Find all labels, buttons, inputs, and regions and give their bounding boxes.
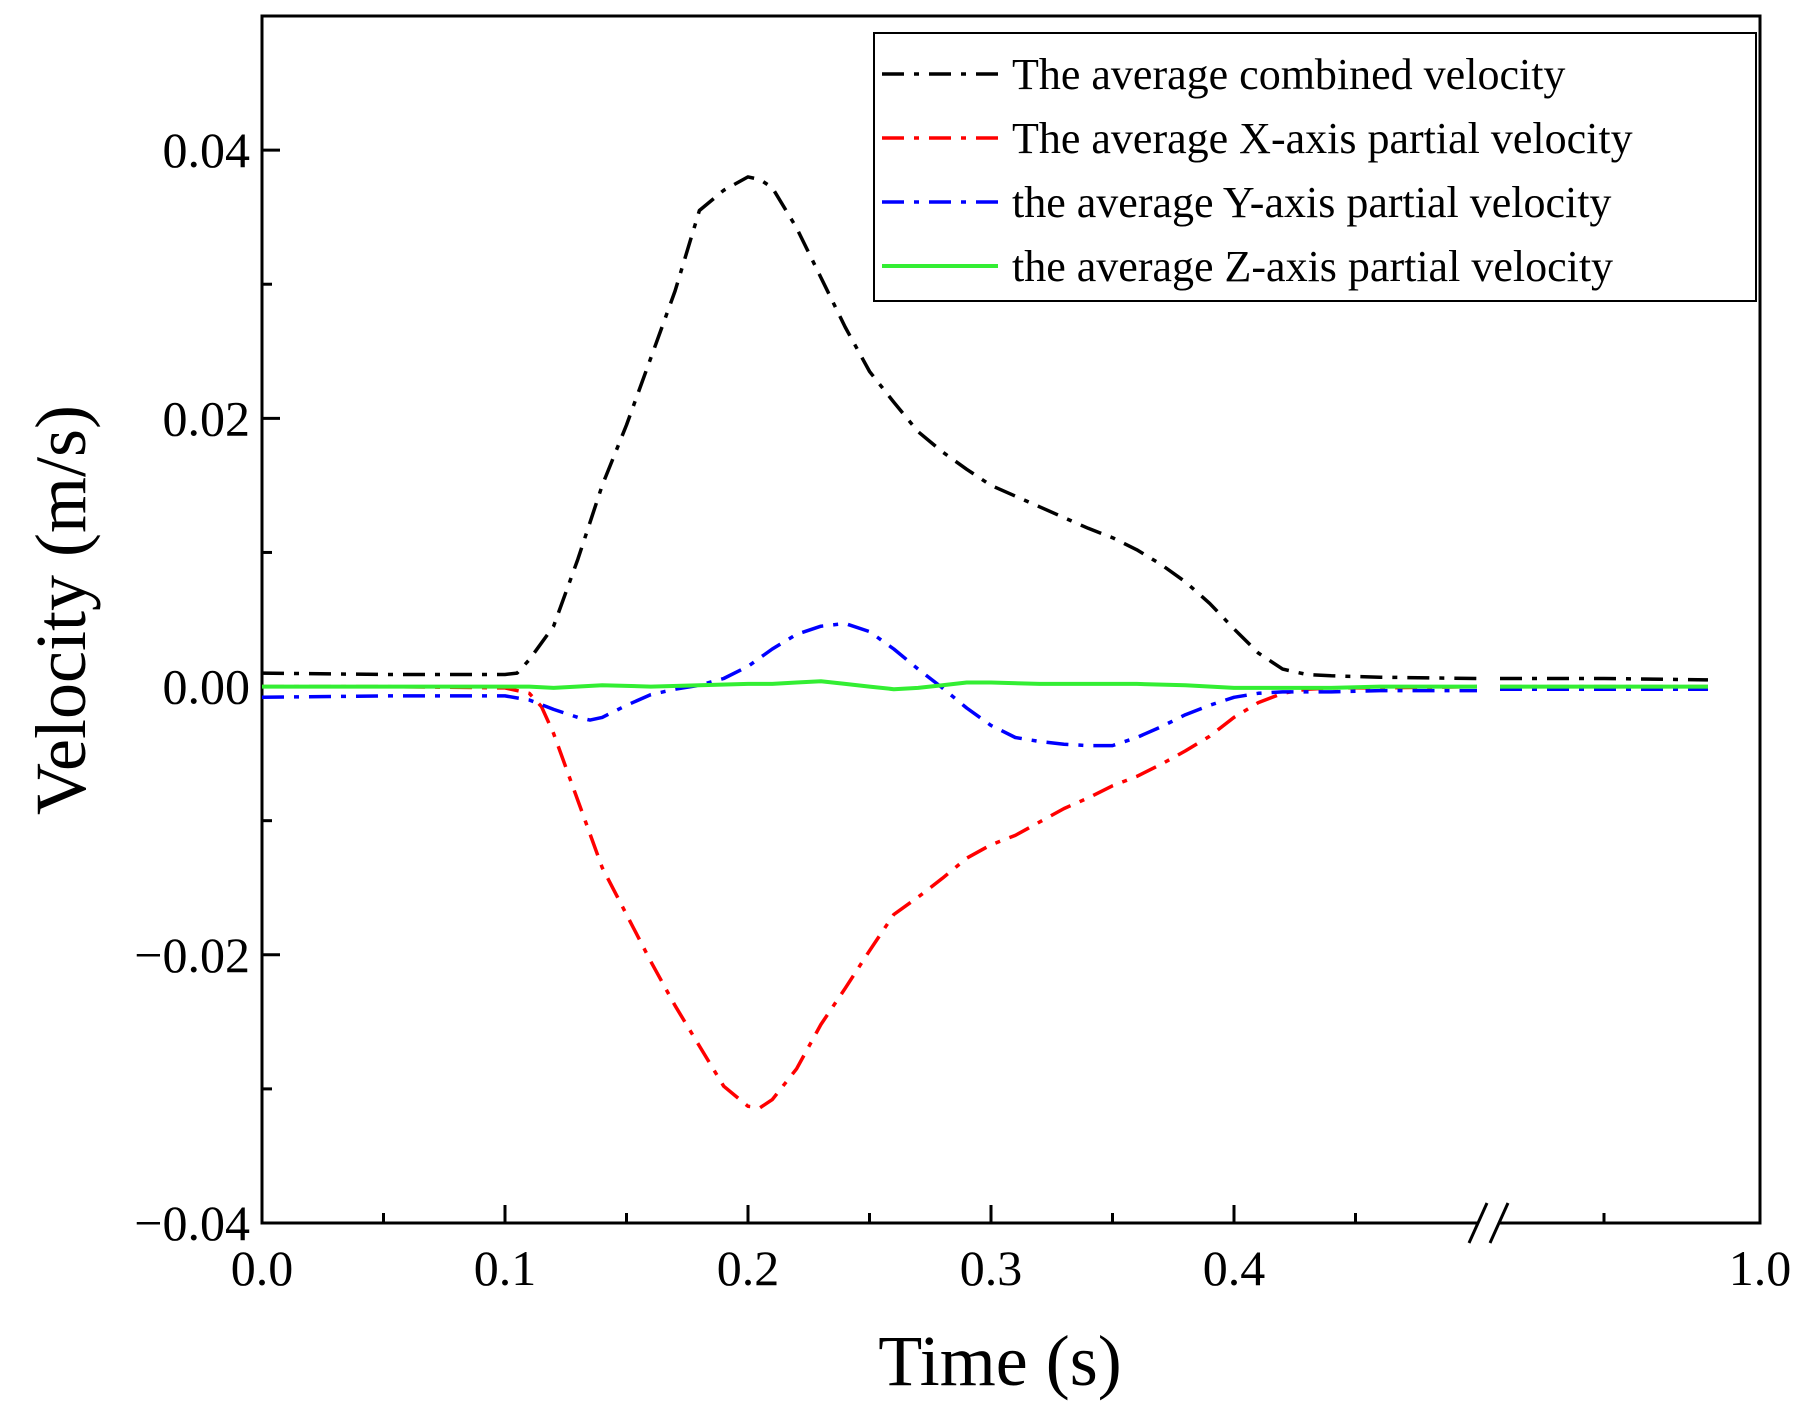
series-line-3	[261, 621, 1477, 748]
y-axis-title: Velocity (m/s)	[21, 405, 101, 815]
y-tick-label: −0.02	[134, 927, 250, 983]
axis-break-slash	[1467, 1202, 1489, 1244]
y-tick-label: 0.00	[163, 659, 251, 715]
axis-break-gap	[1478, 1199, 1499, 1247]
x-axis-title: Time (s)	[878, 1321, 1121, 1401]
legend-box	[873, 32, 1757, 302]
legend-label-1: The average combined velocity	[1012, 50, 1565, 99]
x-tick-label: 1.0	[1729, 1240, 1792, 1296]
legend-label-4: the average Z-axis partial velocity	[1012, 242, 1613, 291]
y-tick-label: 0.02	[163, 390, 251, 446]
data-series	[261, 175, 1709, 1110]
y-tick-label: 0.04	[163, 122, 251, 178]
series-line-1-after-break	[1500, 676, 1709, 682]
axis-break-marker	[1467, 1199, 1510, 1247]
legend-label-2: The average X-axis partial velocity	[1012, 114, 1633, 163]
legend-label-3: the average Y-axis partial velocity	[1012, 178, 1611, 227]
legend: The average combined velocity The average…	[873, 32, 1757, 302]
series-line-1	[261, 175, 1478, 681]
x-tick-label: 0.2	[717, 1240, 780, 1296]
x-tick-label: 0.1	[474, 1240, 537, 1296]
axis-break-slash	[1488, 1202, 1510, 1244]
axis-ticks: 0.0 0.1 0.2 0.3 0.4 1.0 0.04 0.02 0.00 −0.02 −0.04	[134, 122, 1791, 1296]
y-tick-label: −0.04	[134, 1195, 250, 1251]
x-tick-label: 0.3	[960, 1240, 1023, 1296]
series-line-4	[262, 679, 1477, 692]
x-tick-label: 0.4	[1203, 1240, 1266, 1296]
series-line-2	[262, 684, 1478, 1110]
x-tick-label: 0.0	[231, 1240, 294, 1296]
